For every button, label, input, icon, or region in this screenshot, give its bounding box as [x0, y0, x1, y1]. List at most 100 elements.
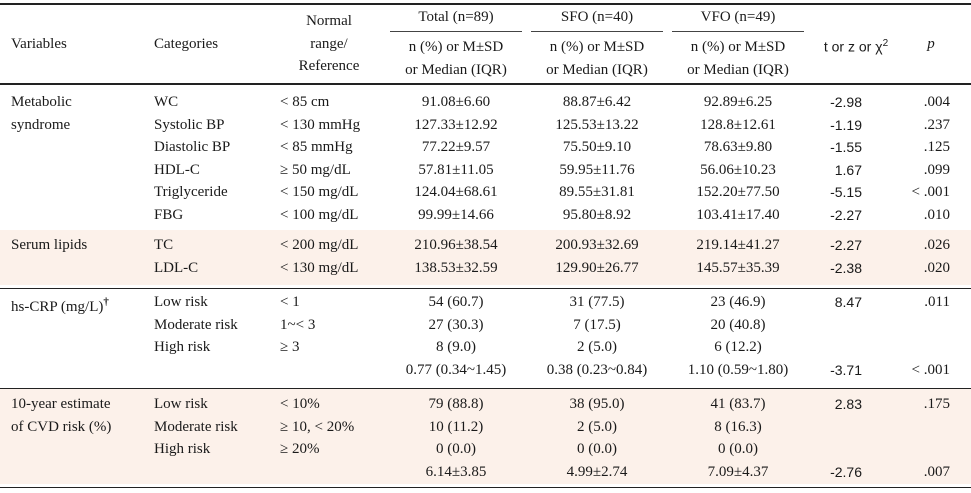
cell-test: -2.27: [830, 237, 862, 253]
cell-sfo: 88.87±6.42: [562, 94, 632, 110]
cell-p: .007: [923, 463, 950, 480]
cell-vfo: 8 (16.3): [714, 418, 762, 435]
cell-sfo: 59.95±11.76: [559, 161, 635, 178]
cell-test: -2.98: [830, 94, 862, 110]
cell-range: 1~< 3: [280, 316, 316, 333]
cell-sfo: 200.93±32.69: [555, 237, 639, 253]
cell-test: -1.55: [830, 139, 862, 156]
cell-vfo: 219.14±41.27: [696, 237, 780, 253]
cell-total: 138.53±32.59: [414, 259, 498, 276]
cell-category: TC: [154, 237, 174, 253]
cell-vfo: 7.09±4.37: [707, 463, 769, 480]
cell-p: .099: [923, 161, 950, 178]
cell-sfo: 2 (5.0): [577, 339, 617, 356]
header-normal-range-1: Normal: [306, 13, 352, 29]
cell-vfo: 92.89±6.25: [703, 94, 773, 110]
cell-vfo: 20 (40.8): [710, 316, 766, 333]
cell-category: WC: [154, 94, 179, 110]
cell-test: 2.83: [834, 396, 862, 412]
cell-range: < 85 mmHg: [280, 139, 353, 156]
group-shade: [0, 230, 971, 285]
group-rule: [0, 288, 971, 289]
cell-sfo: 4.99±2.74: [566, 463, 628, 480]
cell-range: < 100 mg/dL: [280, 207, 359, 223]
header-vfo: VFO (n=49): [700, 9, 776, 25]
cell-total: 127.33±12.92: [414, 116, 498, 133]
group-label-dagger: †: [103, 296, 109, 308]
cell-category: Systolic BP: [154, 116, 225, 133]
header-normal-range-3: Reference: [298, 58, 360, 74]
sfo-stat-1: n (%) or M±SD: [549, 39, 645, 55]
cell-p: .026: [923, 237, 950, 253]
cell-total: 0.77 (0.34~1.45): [405, 361, 507, 378]
group-shade: [0, 389, 971, 484]
cell-p: < .001: [911, 184, 950, 201]
header-sfo: SFO (n=40): [560, 9, 634, 25]
cell-total: 10 (11.2): [428, 418, 484, 435]
cell-range: < 130 mmHg: [280, 116, 361, 133]
cell-sfo: 2 (5.0): [577, 418, 617, 435]
group-label: syndrome: [11, 116, 71, 133]
cell-vfo: 6 (12.2): [714, 339, 762, 356]
cell-sfo: 75.50±9.10: [562, 139, 632, 156]
cell-test: -2.27: [830, 207, 862, 223]
cell-category: HDL-C: [154, 161, 200, 178]
cell-sfo: 38 (95.0): [569, 396, 625, 412]
sfo-subrule: [531, 31, 663, 32]
cell-test: -1.19: [830, 116, 862, 133]
cell-total: 77.22±9.57: [421, 139, 491, 156]
cell-vfo: 41 (83.7): [710, 396, 766, 412]
header-normal-range-2: range/: [310, 36, 348, 52]
cell-range: < 200 mg/dL: [280, 237, 359, 253]
cell-total: 79 (88.8): [428, 396, 484, 412]
cell-range: ≥ 3: [280, 339, 300, 356]
group-label: of CVD risk (%): [11, 418, 112, 435]
cell-test: -2.76: [830, 463, 862, 480]
total-subrule: [390, 31, 522, 32]
cell-total: 124.04±68.61: [414, 184, 498, 201]
cell-range: < 10%: [280, 396, 320, 412]
cell-range: ≥ 20%: [280, 441, 320, 458]
cell-test: -3.71: [830, 361, 862, 378]
cell-p: .020: [923, 259, 950, 276]
cell-vfo: 78.63±9.80: [703, 139, 773, 156]
top-rule: [0, 3, 971, 5]
cell-sfo: 89.55±31.81: [559, 184, 635, 201]
cell-total: 54 (60.7): [428, 294, 484, 310]
cell-category: High risk: [154, 441, 211, 458]
cell-category: Moderate risk: [154, 418, 238, 435]
group-rule: [0, 487, 971, 488]
cell-test: 8.47: [834, 294, 862, 310]
cell-category: LDL-C: [154, 259, 199, 276]
cell-category: FBG: [154, 207, 184, 223]
cell-vfo: 128.8±12.61: [700, 116, 776, 133]
header-p: p: [927, 36, 935, 52]
cell-p: .237: [923, 116, 950, 133]
vfo-stat-2: or Median (IQR): [687, 62, 789, 78]
vfo-subrule: [672, 31, 804, 32]
cell-sfo: 125.53±13.22: [555, 116, 639, 133]
cell-total: 27 (30.3): [428, 316, 484, 333]
cell-test: 1.67: [834, 161, 862, 178]
cell-vfo: 145.57±35.39: [696, 259, 780, 276]
cell-total: 8 (9.0): [436, 339, 476, 356]
cell-sfo: 95.80±8.92: [562, 207, 632, 223]
cell-total: 91.08±6.60: [421, 94, 491, 110]
cell-sfo: 0 (0.0): [577, 441, 617, 458]
cell-range: < 150 mg/dL: [280, 184, 359, 201]
cell-test: -2.38: [830, 259, 862, 276]
cell-category: Diastolic BP: [154, 139, 231, 156]
cell-range: < 85 cm: [280, 94, 330, 110]
cell-vfo: 1.10 (0.59~1.80): [687, 361, 789, 378]
header-bottom-rule: [0, 83, 971, 85]
group-label: 10-year estimate: [11, 396, 111, 412]
cell-total: 57.81±11.05: [418, 161, 494, 178]
cell-range: ≥ 10, < 20%: [280, 418, 355, 435]
header-variables: Variables: [11, 36, 67, 52]
cell-category: Low risk: [154, 396, 208, 412]
cell-sfo: 0.38 (0.23~0.84): [546, 361, 648, 378]
cell-total: 210.96±38.54: [414, 237, 498, 253]
cell-range: ≥ 50 mg/dL: [280, 161, 351, 178]
header-test-label: t or z or χ: [823, 38, 883, 55]
